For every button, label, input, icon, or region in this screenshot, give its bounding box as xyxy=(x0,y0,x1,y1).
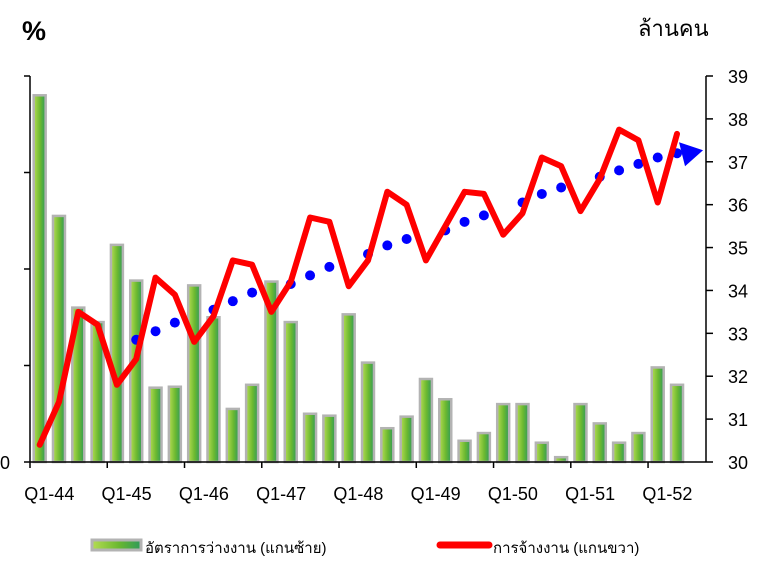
right-tick-label: 35 xyxy=(728,239,748,259)
x-tick-label: Q1-50 xyxy=(488,484,538,504)
right-tick-label: 34 xyxy=(728,281,748,301)
bar xyxy=(495,402,511,464)
bar xyxy=(283,320,298,464)
legend: อัตราการว่างงาน (แกนซ้าย) การจ้างงาน (แก… xyxy=(90,538,639,557)
bar xyxy=(341,313,356,464)
bar xyxy=(438,398,453,464)
bar xyxy=(515,402,530,464)
x-tick-label: Q1-48 xyxy=(333,484,383,504)
employment-line xyxy=(36,126,680,448)
x-tick-label: Q1-44 xyxy=(24,484,74,504)
trend-point xyxy=(305,270,316,281)
trend-point xyxy=(324,261,335,272)
bar xyxy=(457,439,472,464)
bar xyxy=(611,441,627,464)
bar xyxy=(399,415,414,464)
x-tick-label: Q1-49 xyxy=(411,484,461,504)
line-layer xyxy=(36,126,680,448)
trend-point xyxy=(150,326,161,337)
bars-layer xyxy=(32,94,685,464)
x-tick-label: Q1-46 xyxy=(179,484,229,504)
left-tick-label: 0 xyxy=(0,453,10,473)
bar xyxy=(418,377,434,464)
right-tick-label: 31 xyxy=(728,410,748,430)
trend-arrow xyxy=(679,142,704,167)
bar xyxy=(167,385,183,464)
bar xyxy=(322,414,337,464)
bar xyxy=(148,386,163,464)
bar xyxy=(360,361,376,464)
trend-point xyxy=(556,182,567,193)
trend-point xyxy=(227,296,238,307)
trend-point xyxy=(382,240,393,251)
bar xyxy=(592,422,608,464)
x-tick-label: Q1-47 xyxy=(256,484,306,504)
trend-point xyxy=(478,210,489,221)
trend-layer xyxy=(131,142,704,345)
bar xyxy=(225,407,241,464)
x-tick-label: Q1-51 xyxy=(565,484,615,504)
trend-point xyxy=(401,233,412,244)
bar xyxy=(109,243,125,464)
legend-bar-label: อัตราการว่างงาน (แกนซ้าย) xyxy=(145,540,327,557)
right-tick-label: 30 xyxy=(728,453,748,473)
bar xyxy=(669,383,685,464)
bar xyxy=(573,402,588,464)
bar xyxy=(206,316,221,464)
right-tick-label: 36 xyxy=(728,196,748,216)
bar xyxy=(32,94,47,464)
trend-point xyxy=(652,152,663,163)
bar xyxy=(534,441,550,464)
x-tick-label: Q1-52 xyxy=(642,484,692,504)
bar xyxy=(650,366,665,464)
bar xyxy=(128,279,144,464)
right-tick-label: 37 xyxy=(728,153,748,173)
left-axis-title: % xyxy=(22,16,46,46)
trend-point xyxy=(169,317,180,328)
right-axis-title: ล้านคน xyxy=(638,16,709,41)
bar xyxy=(476,431,492,464)
trend-point xyxy=(633,158,644,169)
bar xyxy=(51,214,67,464)
bar xyxy=(186,284,202,464)
trend-point xyxy=(536,188,547,199)
axes-layer: 0 30 31 32 33 34 35 36 37 38 39 Q1-44 Q1-45 Q1-46 Q1-4… xyxy=(0,67,748,504)
right-tick-label: 32 xyxy=(728,367,748,387)
right-tick-label: 38 xyxy=(728,110,748,130)
trend-point xyxy=(247,287,258,298)
right-tick-label: 33 xyxy=(728,324,748,344)
right-tick-label: 39 xyxy=(728,67,748,87)
bar xyxy=(631,431,646,464)
bar xyxy=(380,426,395,464)
trend-point xyxy=(614,165,625,176)
bar xyxy=(244,383,260,464)
x-tick-label: Q1-45 xyxy=(102,484,152,504)
bar xyxy=(302,412,318,464)
legend-line-label: การจ้างงาน (แกนขวา) xyxy=(493,540,639,557)
legend-bar-swatch xyxy=(90,538,143,552)
trend-point xyxy=(459,216,470,227)
